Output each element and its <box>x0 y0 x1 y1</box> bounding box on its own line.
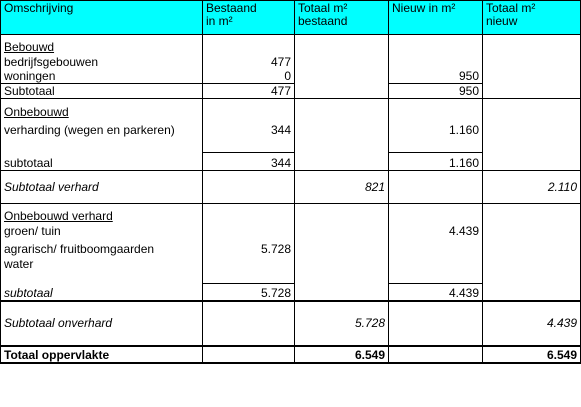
subtotal-bestaand: 477 <box>202 83 295 99</box>
subtotaal-onverhard-nieuw: 4.439 <box>482 299 581 346</box>
nieuw-value <box>388 53 483 69</box>
nieuw-value <box>388 255 483 271</box>
bebouwd-heading-row: Bebouwd <box>0 34 581 54</box>
totaal-nieuw: 6.549 <box>482 344 581 364</box>
onbebouwd-heading-row: Onbebouwd <box>0 98 581 119</box>
onbebouwd-heading: Onbebouwd <box>0 98 203 119</box>
totaal-label: Totaal oppervlakte <box>0 344 203 364</box>
subtotaal-verhard-bestaand: 821 <box>294 170 389 204</box>
subtotal-nieuw: 1.160 <box>388 152 483 171</box>
totaal-bestaand: 6.549 <box>294 344 389 364</box>
header-totaal-bestaand: Totaal m² bestaand <box>294 0 389 35</box>
header-totaal-nieuw: Totaal m² nieuw <box>482 0 581 35</box>
nieuw-value: 950 <box>388 68 483 84</box>
subtotaal-onverhard-row: Subtotaal onverhard 5.728 4.439 <box>0 299 581 346</box>
table-row: agrarisch/ fruitboomgaarden 5.728 <box>0 237 581 256</box>
subtotal-label: subtotaal <box>0 152 203 171</box>
subtotal-label: Subtotaal <box>0 83 203 99</box>
row-label: woningen <box>0 68 203 84</box>
table-row: groen/ tuin 4.439 <box>0 222 581 238</box>
subtotal-bestaand: 5.728 <box>202 283 295 301</box>
bestaand-value: 477 <box>202 53 295 69</box>
subtotal-bestaand: 344 <box>202 152 295 171</box>
nieuw-value: 1.160 <box>388 118 483 137</box>
header-nieuw: Nieuw in m² <box>388 0 483 35</box>
subtotaal-verhard-nieuw: 2.110 <box>482 170 581 204</box>
subtotaal-onverhard-label: Subtotaal onverhard <box>0 299 203 346</box>
onbebouwd-verhard-subtotal-row: subtotaal 5.728 4.439 <box>0 283 581 301</box>
onbebouwd-subtotal-row: subtotaal 344 1.160 <box>0 152 581 171</box>
header-row: Omschrijving Bestaand in m² Totaal m² best… <box>0 0 581 35</box>
bestaand-value: 344 <box>202 118 295 137</box>
table-row: verharding (wegen en parkeren) 344 1.160 <box>0 118 581 137</box>
bestaand-value: 5.728 <box>202 237 295 256</box>
row-label: agrarisch/ fruitboomgaarden <box>0 237 203 256</box>
subtotal-label: subtotaal <box>0 283 203 301</box>
onbebouwd-verhard-heading: Onbebouwd verhard <box>0 203 203 223</box>
bebouwd-heading: Bebouwd <box>0 34 203 54</box>
row-label: water <box>0 255 203 271</box>
subtotal-nieuw: 4.439 <box>388 283 483 301</box>
area-table: Omschrijving Bestaand in m² Totaal m² best… <box>0 0 581 364</box>
spacer-row <box>0 270 581 284</box>
spacer-row <box>0 136 581 153</box>
row-label: bedrijfsgebouwen <box>0 53 203 69</box>
row-label: groen/ tuin <box>0 222 203 238</box>
header-bestaand: Bestaand in m² <box>202 0 295 35</box>
nieuw-value <box>388 237 483 256</box>
table-row: woningen 0 950 <box>0 68 581 84</box>
subtotaal-verhard-label: Subtotaal verhard <box>0 170 203 204</box>
header-omschrijving: Omschrijving <box>0 0 203 35</box>
subtotal-nieuw: 950 <box>388 83 483 99</box>
table-row: bedrijfsgebouwen 477 <box>0 53 581 69</box>
onbebouwd-verhard-heading-row: Onbebouwd verhard <box>0 203 581 223</box>
table-row: water <box>0 255 581 271</box>
totaal-row: Totaal oppervlakte 6.549 6.549 <box>0 344 581 364</box>
subtotaal-verhard-row: Subtotaal verhard 821 2.110 <box>0 170 581 204</box>
nieuw-value: 4.439 <box>388 222 483 238</box>
bestaand-value: 0 <box>202 68 295 84</box>
bestaand-value <box>202 222 295 238</box>
bebouwd-subtotal-row: Subtotaal 477 950 <box>0 83 581 99</box>
subtotaal-onverhard-bestaand: 5.728 <box>294 299 389 346</box>
bestaand-value <box>202 255 295 271</box>
row-label: verharding (wegen en parkeren) <box>0 118 203 137</box>
